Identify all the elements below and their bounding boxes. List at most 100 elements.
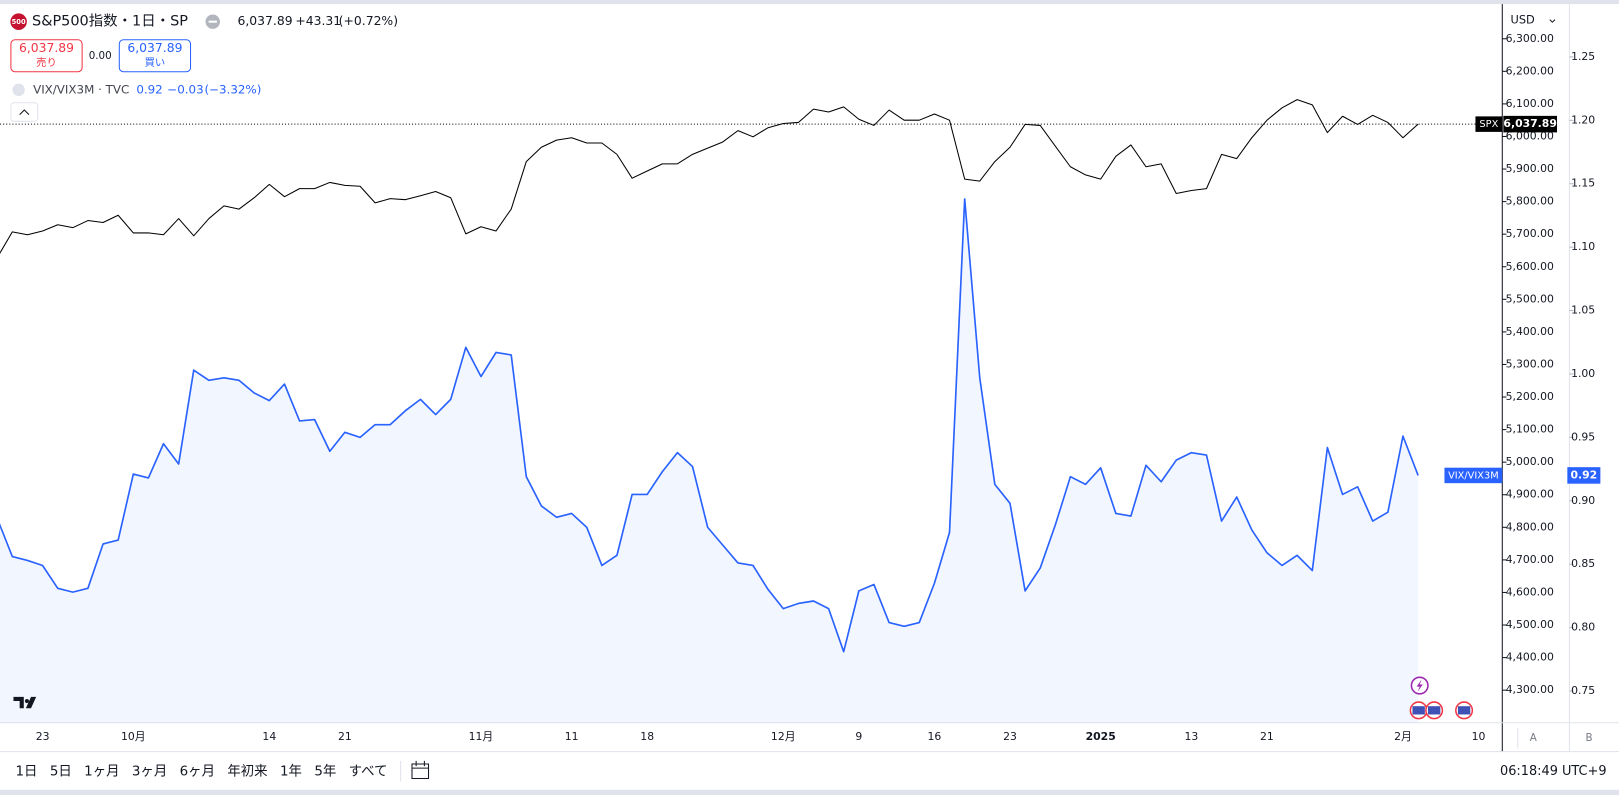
symbol-icon-text: 500	[12, 18, 26, 26]
legend-value: 0.92	[136, 82, 162, 96]
x-tick-label: 12月	[771, 730, 796, 743]
range-button[interactable]: すべて	[349, 763, 388, 779]
y-tick-label: 5,100.00	[1506, 423, 1554, 436]
last-value-label: 6,037.89	[1503, 117, 1556, 130]
y-tick-label: 5,200.00	[1506, 390, 1554, 403]
change-pct: (+0.72%)	[339, 14, 398, 28]
y-tick-label: 5,000.00	[1506, 455, 1554, 468]
range-button[interactable]: 1年	[280, 763, 302, 779]
x-tick-label: 21	[338, 730, 352, 743]
y-tick-label: 4,700.00	[1506, 553, 1554, 566]
sell-label: 売り	[36, 56, 57, 69]
date-range-icon[interactable]	[411, 760, 430, 779]
y2-tick-label: 0.85	[1571, 557, 1595, 570]
scale-button[interactable]: A	[1530, 732, 1537, 744]
sell-price: 6,037.89	[19, 41, 74, 55]
status-icon-bar	[208, 20, 217, 23]
y-tick-label: 5,300.00	[1506, 357, 1554, 370]
y-tick-label: 6,000.00	[1506, 129, 1554, 142]
x-tick-label: 11	[565, 730, 579, 743]
range-button[interactable]: 5日	[50, 764, 72, 779]
event-flags	[1409, 701, 1474, 720]
range-button[interactable]: 1日	[16, 764, 38, 779]
y-tick-label: 5,900.00	[1506, 162, 1554, 175]
range-button[interactable]: 年初来	[227, 763, 267, 779]
collapse-icon	[19, 109, 30, 115]
y2-tick-label: 1.10	[1571, 240, 1595, 253]
symbol-icon	[10, 13, 27, 30]
legend-label[interactable]: VIX/VIX3M · TVC	[33, 82, 129, 96]
y-tick-label: 4,600.00	[1506, 585, 1554, 598]
currency-button[interactable]	[1504, 9, 1563, 33]
y-tick-label: 5,700.00	[1506, 227, 1554, 240]
x-tick-label: 21	[1260, 730, 1274, 743]
x-tick-label: 18	[640, 730, 654, 743]
legend-icon	[12, 83, 25, 97]
x-tick-label: 23	[36, 730, 50, 743]
series-line	[0, 99, 1419, 254]
price: 6,037.89	[238, 14, 293, 28]
plot	[0, 99, 1503, 723]
flag	[1412, 706, 1425, 715]
buy-price: 6,037.89	[127, 41, 182, 55]
last-value-tag	[1567, 467, 1601, 484]
spread: 0.00	[89, 50, 112, 62]
series-tag-name: SPX	[1479, 119, 1498, 130]
clock[interactable]: 06:18:49 UTC+9	[1500, 764, 1607, 779]
y-tick-label: 4,800.00	[1506, 520, 1554, 533]
currency-caret	[1549, 19, 1556, 23]
y2-tick-label: 0.75	[1571, 684, 1595, 697]
y-tick-label: 5,400.00	[1506, 325, 1554, 338]
y-tick-label: 4,400.00	[1506, 651, 1554, 664]
y-tick-label: 4,300.00	[1506, 683, 1554, 696]
range-button[interactable]: 6ヶ月	[180, 764, 215, 779]
buy-label: 買い	[145, 57, 166, 69]
range-button[interactable]: 1ヶ月	[84, 764, 119, 779]
range-button[interactable]: 5年	[314, 763, 336, 779]
series-tag	[1475, 116, 1503, 132]
x-tick-label: 13	[1184, 730, 1198, 743]
legend-change-pct: (−3.32%)	[204, 82, 261, 96]
sell-button[interactable]	[10, 39, 83, 73]
y2-tick-label: 1.25	[1571, 50, 1595, 63]
x-tick-label: 23	[1003, 730, 1017, 743]
x-tick-label: 9	[855, 730, 862, 743]
y2-tick-label: 1.00	[1571, 367, 1595, 380]
y2-tick-label: 1.20	[1571, 113, 1595, 126]
currency: USD	[1511, 13, 1536, 27]
series-tag-name: VIX/VIX3M	[1448, 470, 1499, 481]
x-tick-label: 2月	[1394, 730, 1412, 743]
scale-button[interactable]: B	[1585, 732, 1592, 744]
y2-tick-label: 1.05	[1571, 304, 1595, 317]
top-border	[0, 0, 1619, 5]
bottom-border	[0, 789, 1619, 795]
series-tag	[1444, 467, 1503, 484]
y2-tick-label: 1.15	[1571, 177, 1595, 190]
change: +43.31	[295, 14, 341, 28]
logo	[13, 696, 37, 709]
y-tick-label: 5,800.00	[1506, 195, 1554, 208]
y-tick-label: 4,900.00	[1506, 488, 1554, 501]
collapse-button[interactable]	[10, 102, 39, 122]
x-tick-label: 10	[1472, 730, 1486, 743]
x-tick-label: 16	[928, 730, 942, 743]
last-value-label: 0.92	[1570, 468, 1597, 481]
y-tick-label: 6,100.00	[1506, 97, 1554, 110]
y2-tick-label: 0.95	[1571, 430, 1595, 443]
y-tick-label: 5,600.00	[1506, 260, 1554, 273]
buy-button[interactable]	[118, 39, 192, 73]
x-tick-label: 14	[262, 730, 276, 743]
symbol[interactable]: S&P500指数・1日・SP	[32, 13, 188, 30]
y-tick-label: 5,500.00	[1506, 292, 1554, 305]
event-icon-bolt	[1416, 679, 1423, 692]
series-area	[0, 198, 1419, 723]
y-tick-label: 6,300.00	[1506, 32, 1554, 45]
y2-tick-label: 0.80	[1571, 621, 1595, 634]
y-tick-label: 4,500.00	[1506, 618, 1554, 631]
x-tick-label: 11月	[469, 730, 494, 743]
range-button[interactable]: 3ヶ月	[132, 764, 167, 779]
series-line	[0, 198, 1419, 653]
x-tick-label: 10月	[121, 730, 146, 743]
